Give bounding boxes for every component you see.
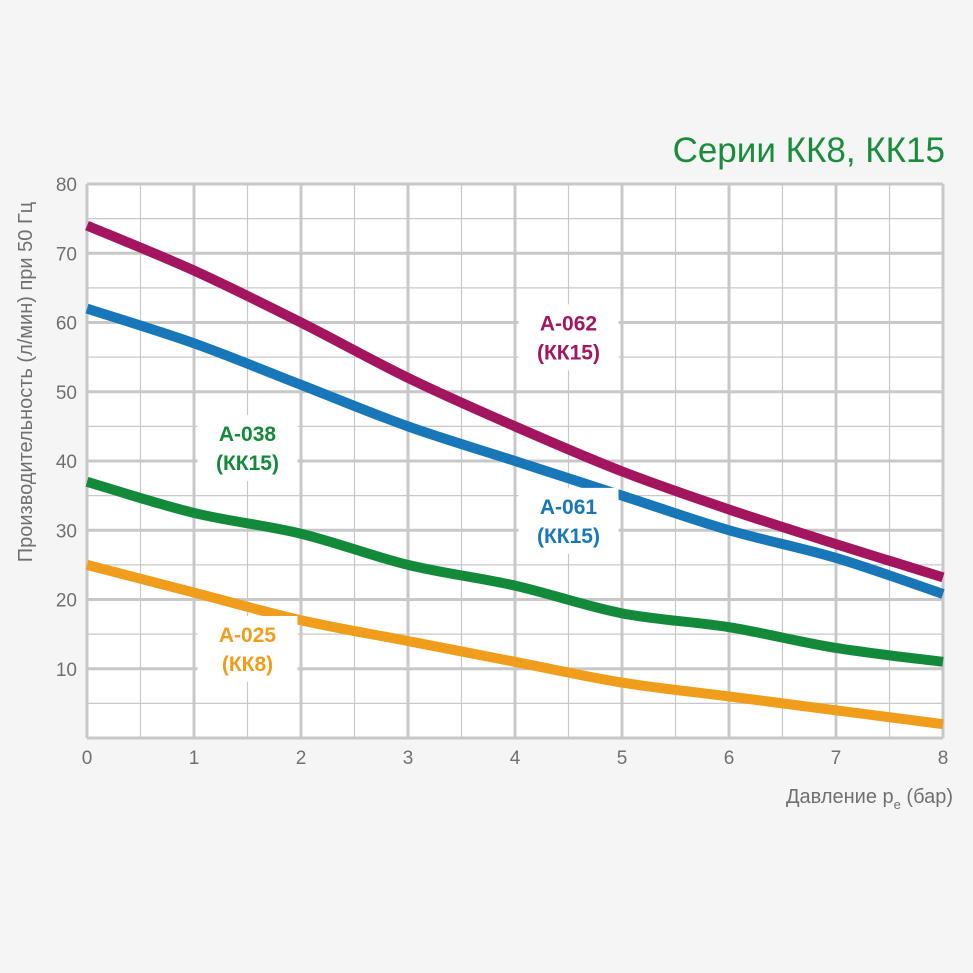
series-line-a-061 [85,303,945,599]
y-tick-label: 70 [56,244,77,265]
series-line-a-038 [85,476,944,667]
x-axis-label-sub: e [894,797,901,812]
series-label-sub: (КК15) [537,525,600,548]
y-tick-label: 30 [56,521,77,542]
series-line-a-025 [85,560,944,730]
chart-title: Серии КК8, КК15 [673,131,945,170]
series-lines [85,220,945,730]
x-tick-label: 4 [510,748,521,769]
x-tick-label: 6 [724,748,735,769]
grid [85,182,945,740]
y-tick-label: 20 [56,591,77,612]
y-tick-label: 80 [56,175,77,196]
x-tick-label: 3 [403,748,414,769]
x-tick-label: 2 [296,748,307,769]
series-label-bg [197,615,298,682]
y-tick-label: 60 [56,314,77,335]
series-label-name: A-025 [219,624,277,647]
series-label-bg [197,415,298,482]
series-line-a-062 [85,220,945,583]
series-label-name: A-062 [540,312,597,335]
series-label-name: A-061 [540,496,598,519]
x-axis-label: Давление pe (бар) [786,786,953,812]
series-label-bg [518,487,619,554]
x-tick-label: 1 [189,748,200,769]
x-tick-label: 8 [938,748,949,769]
y-tick-labels: 10 20 30 40 50 60 70 80 [56,175,77,681]
series-label-sub: (КК8) [222,653,273,676]
x-tick-label: 7 [831,748,842,769]
x-axis-label-unit: (бар) [901,786,953,808]
y-axis-label: Производительность (л/мин) при 50 Гц [15,202,37,563]
x-tick-labels: 0 1 2 3 4 5 6 7 8 [82,748,949,769]
x-axis-label-main: Давление p [786,786,894,808]
series-label-sub: (КК15) [216,452,279,475]
series-label-name: A-038 [219,423,277,446]
y-tick-label: 10 [56,660,77,681]
series-label-bg [518,304,619,371]
series-labels: A-062 (КК15) A-061 (КК15) A-038 (КК15) A-025 (К… [197,304,619,682]
series-label-sub: (КК15) [537,341,600,364]
x-tick-label: 0 [82,748,93,769]
y-tick-label: 40 [56,452,77,473]
y-tick-label: 50 [56,383,77,404]
x-tick-label: 5 [617,748,628,769]
